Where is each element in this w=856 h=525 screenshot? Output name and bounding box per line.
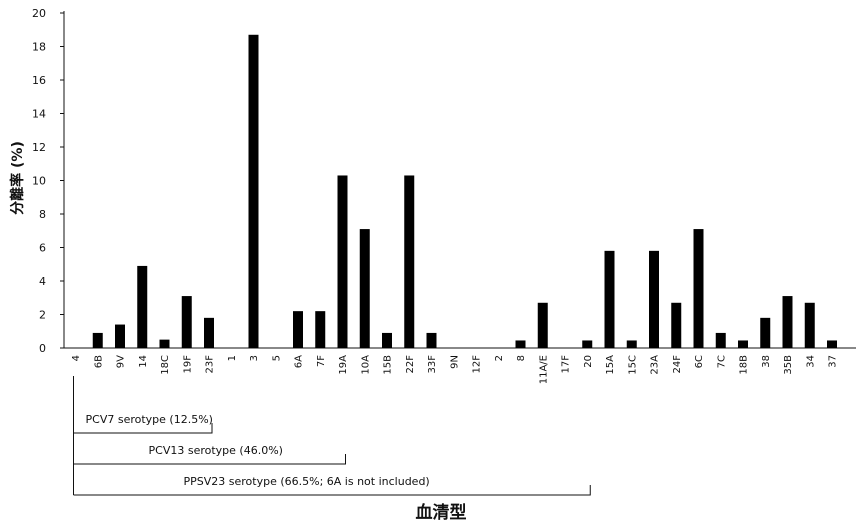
category-label: 12F xyxy=(472,355,483,374)
category-label: 7C xyxy=(716,355,727,368)
bar xyxy=(204,317,214,348)
category-label: 33F xyxy=(427,355,438,374)
bar xyxy=(115,324,125,348)
y-tick-label: 10 xyxy=(32,175,46,188)
category-label: 18C xyxy=(160,355,171,375)
category-label: 23F xyxy=(205,355,216,374)
bar xyxy=(248,34,259,349)
bar xyxy=(649,250,659,348)
bar xyxy=(382,332,392,348)
category-label: 8 xyxy=(516,355,527,361)
y-tick-label: 20 xyxy=(32,7,46,20)
bar xyxy=(137,265,148,348)
category-label: 1 xyxy=(227,355,238,361)
bar xyxy=(782,296,793,348)
category-label: 24F xyxy=(672,355,683,374)
x-axis-label: 血清型 xyxy=(416,502,467,523)
bar xyxy=(359,229,370,348)
group-label: PCV7 serotype (12.5%) xyxy=(86,413,213,426)
bar xyxy=(537,302,548,348)
y-tick-label: 18 xyxy=(32,41,46,54)
category-label: 2 xyxy=(494,355,505,361)
bar xyxy=(337,175,348,348)
category-label: 14 xyxy=(138,355,149,368)
bar xyxy=(760,317,771,348)
bar xyxy=(582,340,593,348)
category-label: 18B xyxy=(739,355,750,375)
category-label: 17F xyxy=(561,355,572,374)
bar xyxy=(293,311,303,348)
y-tick-label: 12 xyxy=(32,141,46,154)
bar xyxy=(827,340,837,348)
category-label: 11A/E xyxy=(538,355,549,384)
serotype-groups: PCV7 serotype (12.5%) PCV13 serotype (46.… xyxy=(73,376,591,496)
bar xyxy=(92,332,103,348)
bar xyxy=(159,339,170,348)
bar xyxy=(626,340,637,348)
category-label: 19A xyxy=(338,355,349,375)
category-label: 38 xyxy=(761,355,772,368)
bars xyxy=(92,34,837,349)
category-label: 9V xyxy=(116,355,127,368)
category-label: 15B xyxy=(383,355,394,375)
bar xyxy=(671,302,682,348)
category-labels: 4 6B 9V 14 18C 19F 23F 1 3 5 6A 7F 19A 10A 15B 22F 33F 9N… xyxy=(71,355,839,385)
bar xyxy=(738,340,748,348)
bar xyxy=(515,340,526,348)
bar xyxy=(181,296,192,348)
category-label: 15C xyxy=(627,355,638,375)
y-axis: 0 2 4 6 8 10 12 14 16 18 20 xyxy=(32,7,65,355)
y-tick-label: 2 xyxy=(39,309,46,322)
category-label: 20 xyxy=(583,355,594,368)
category-label: 19F xyxy=(182,355,193,374)
category-label: 10A xyxy=(360,355,371,375)
category-label: 6C xyxy=(694,355,705,368)
y-tick-label: 16 xyxy=(32,74,46,87)
bar xyxy=(604,250,615,348)
category-label: 22F xyxy=(405,355,416,374)
y-tick-label: 4 xyxy=(39,275,46,288)
y-tick-label: 6 xyxy=(39,242,46,255)
bar xyxy=(315,311,326,348)
category-label: 34 xyxy=(805,355,816,368)
category-label: 6B xyxy=(93,355,104,368)
group-label: PCV13 serotype (46.0%) xyxy=(149,444,283,457)
group-label: PPSV23 serotype (66.5%; 6A is not includ… xyxy=(184,475,430,488)
category-label: 23A xyxy=(650,355,661,375)
category-label: 15A xyxy=(605,355,616,375)
bar xyxy=(426,332,437,348)
bar xyxy=(404,175,415,348)
y-tick-label: 14 xyxy=(32,108,46,121)
category-label: 37 xyxy=(828,355,839,368)
bar xyxy=(804,302,815,348)
y-tick-label: 0 xyxy=(39,342,46,355)
bar xyxy=(693,229,704,348)
category-label: 35B xyxy=(783,355,794,375)
bar xyxy=(715,332,726,348)
y-tick-label: 8 xyxy=(39,208,46,221)
category-label: 9N xyxy=(449,355,460,369)
category-label: 7F xyxy=(316,355,327,367)
category-label: 6A xyxy=(294,355,305,368)
category-label: 5 xyxy=(271,355,282,361)
category-label: 3 xyxy=(249,355,260,361)
y-axis-label: 分離率 (%) xyxy=(9,141,26,215)
category-label: 4 xyxy=(71,355,82,361)
group-bracket xyxy=(73,376,591,496)
